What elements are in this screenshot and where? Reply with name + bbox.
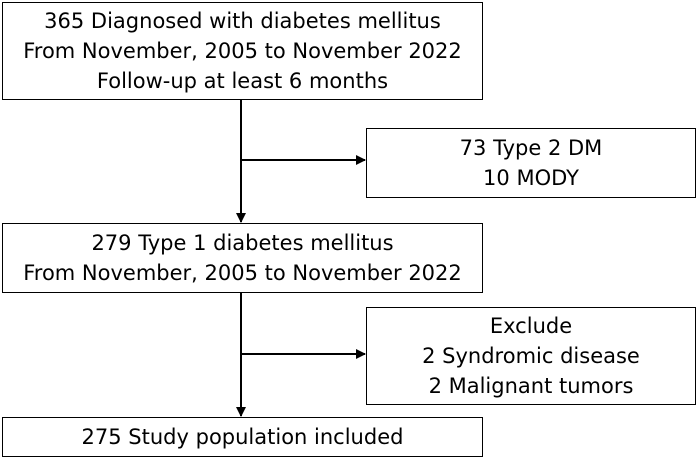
diagnosed-count-text: 365 Diagnosed with diabetes mellitus [44, 9, 441, 33]
type1-count-text: 279 Type 1 diabetes mellitus [91, 231, 394, 255]
type1-period-text: From November, 2005 to November 2022 [23, 261, 462, 285]
type1-box: 279 Type 1 diabetes mellitus From Novemb… [2, 223, 483, 293]
exclude-conditions-box: Exclude 2 Syndromic disease 2 Malignant … [366, 307, 696, 405]
study-population-box: 275 Study population included [2, 417, 483, 457]
malignant-count-text: 2 Malignant tumors [428, 374, 634, 398]
mody-count-text: 10 MODY [483, 166, 579, 190]
excluded-types-box: 73 Type 2 DM 10 MODY [366, 128, 696, 198]
type2-count-text: 73 Type 2 DM [459, 136, 603, 160]
exclude-heading: Exclude [489, 314, 573, 338]
study-population-text: 275 Study population included [81, 425, 404, 449]
syndromic-count-text: 2 Syndromic disease [422, 344, 640, 368]
diagnosed-followup-text: Follow-up at least 6 months [96, 69, 389, 93]
diagnosed-period-text: From November, 2005 to November 2022 [23, 39, 462, 63]
diagnosed-box: 365 Diagnosed with diabetes mellitus Fro… [2, 2, 483, 100]
